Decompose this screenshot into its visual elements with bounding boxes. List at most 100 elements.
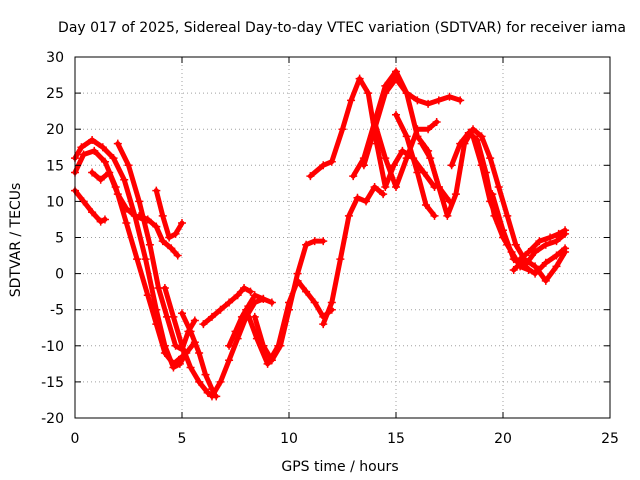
data-point — [178, 341, 186, 350]
data-point — [77, 143, 86, 152]
data-point — [336, 255, 345, 264]
axis-ticks: 0 5 10 15 20 25 -20 -15 -10 -5 0 5 10 15 20 25 30 — [41, 50, 619, 447]
y-tick-label: 10 — [46, 194, 64, 210]
series-pass-6 — [135, 211, 182, 260]
data-point — [96, 217, 105, 226]
data-point — [381, 89, 390, 98]
data-point — [344, 211, 353, 220]
y-tick-label: -20 — [41, 411, 64, 427]
series-pass-14 — [250, 237, 328, 365]
data-point — [430, 211, 439, 220]
data-point — [233, 291, 242, 300]
data-point — [398, 146, 407, 155]
data-point — [293, 269, 302, 278]
data-point — [167, 244, 176, 253]
data-point — [302, 287, 311, 296]
data-point — [100, 157, 109, 166]
data-point — [199, 320, 208, 329]
series-line — [115, 141, 198, 352]
x-axis-title: GPS time / hours — [281, 459, 398, 475]
series-pass-18 — [359, 74, 465, 170]
data-point — [381, 154, 390, 163]
data-point — [250, 312, 259, 321]
data-point — [477, 161, 486, 170]
data-point — [389, 161, 398, 170]
series-line — [72, 188, 108, 225]
data-point — [552, 237, 561, 246]
data-point — [133, 255, 142, 264]
data-point — [362, 197, 371, 206]
data-point — [364, 89, 373, 98]
data-point — [152, 186, 161, 195]
data-point — [477, 132, 486, 141]
data-point — [231, 327, 240, 336]
y-tick-label: 5 — [55, 231, 64, 247]
data-point — [178, 309, 186, 318]
data-point — [434, 182, 443, 191]
y-tick-label: 20 — [46, 122, 64, 138]
y-tick-label: -10 — [41, 339, 64, 355]
x-tick-label: 15 — [387, 431, 405, 447]
data-point — [417, 139, 426, 148]
data-point — [561, 226, 570, 235]
series-pass-21 — [417, 125, 529, 264]
y-tick-label: -5 — [50, 303, 64, 319]
data-point — [392, 74, 400, 83]
data-point — [276, 341, 285, 350]
series-pass-7 — [152, 186, 186, 242]
data-point — [392, 182, 400, 191]
data-point — [158, 237, 167, 246]
data-point — [359, 161, 368, 170]
data-point — [413, 96, 422, 105]
data-point — [531, 262, 540, 271]
data-point — [186, 363, 195, 372]
y-tick-label: 25 — [46, 86, 64, 102]
data-point — [347, 96, 356, 105]
data-point — [552, 262, 561, 271]
data-point — [100, 215, 109, 224]
data-point — [169, 312, 178, 321]
data-point — [464, 128, 473, 137]
data-point — [349, 172, 358, 181]
data-point — [98, 143, 107, 152]
data-point — [381, 182, 390, 191]
series-pass-9 — [178, 309, 216, 394]
data-point — [242, 305, 251, 314]
data-point — [145, 240, 154, 249]
data-point — [413, 168, 422, 177]
data-point — [541, 258, 550, 267]
data-point — [225, 341, 234, 350]
data-point — [90, 146, 99, 155]
data-point — [552, 251, 561, 260]
data-point — [310, 237, 319, 246]
y-tick-label: 30 — [46, 50, 64, 66]
data-point — [421, 201, 430, 210]
data-point — [171, 229, 180, 238]
data-point — [152, 222, 161, 231]
data-point — [432, 117, 441, 126]
series-pass-4 — [88, 168, 148, 224]
y-tick-label: -15 — [41, 375, 64, 391]
data-point — [186, 327, 195, 336]
data-point — [379, 190, 388, 199]
data-point — [173, 251, 182, 260]
data-point — [456, 139, 465, 148]
data-point — [402, 89, 411, 98]
data-point — [447, 161, 456, 170]
data-point — [124, 161, 133, 170]
data-point — [546, 233, 555, 242]
data-point — [240, 284, 249, 293]
data-point — [216, 305, 225, 314]
data-point — [79, 150, 88, 159]
data-point — [225, 356, 234, 365]
data-point — [203, 388, 212, 397]
data-point — [451, 190, 460, 199]
data-point — [158, 211, 167, 220]
data-point — [488, 190, 497, 199]
data-point — [355, 74, 364, 83]
data-point — [195, 377, 204, 386]
data-point — [122, 219, 131, 228]
data-point — [120, 175, 129, 184]
series-pass-23 — [469, 132, 570, 278]
